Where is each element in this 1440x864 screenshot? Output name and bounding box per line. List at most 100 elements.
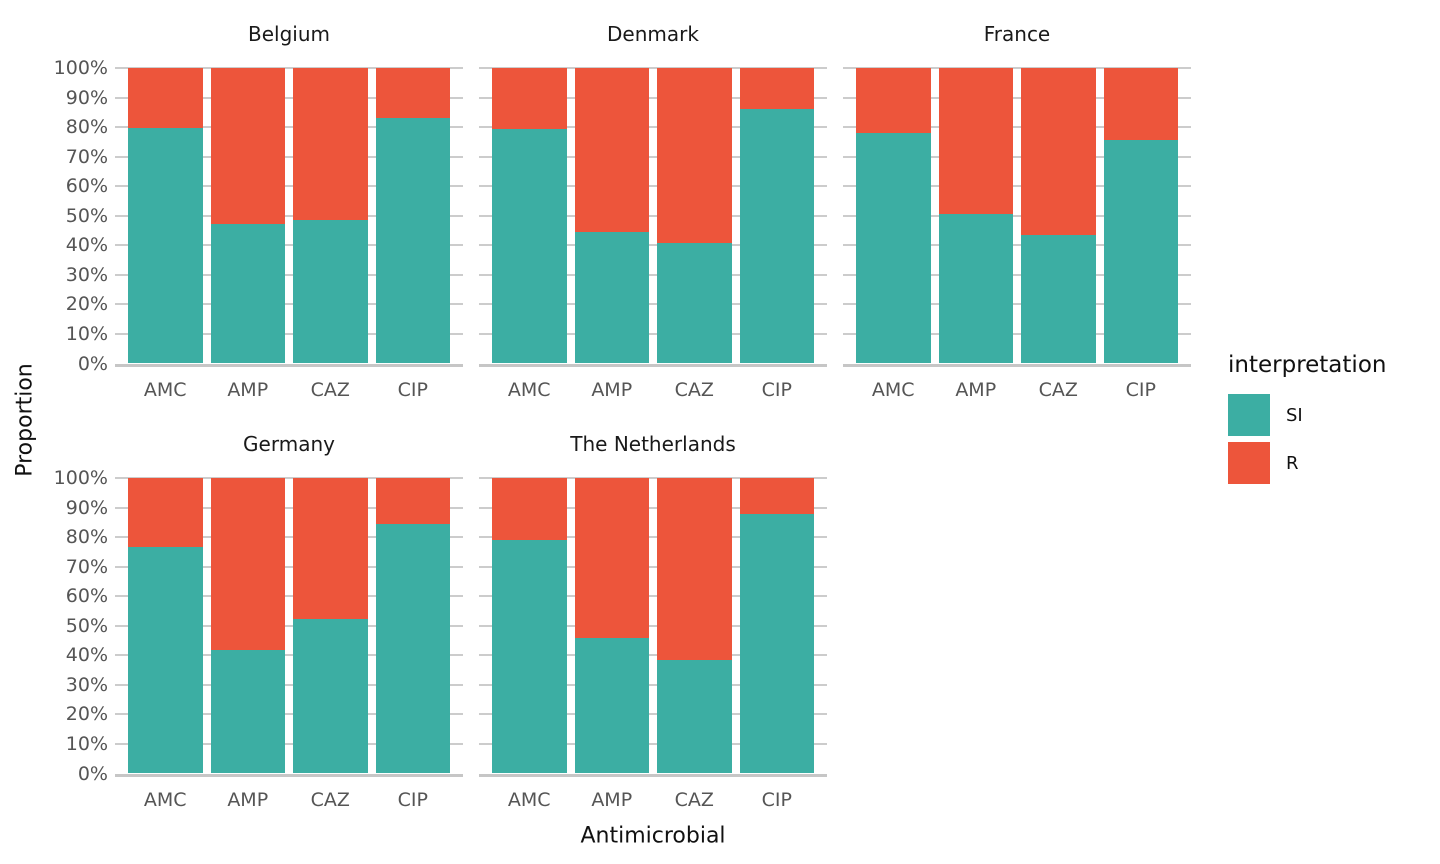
bar-segment-r [375,478,450,524]
gridline [843,67,1191,69]
x-tick-labels: AMC AMP CAZ CIP [479,379,827,401]
bar-segment-si [657,242,732,364]
gridline [479,565,827,568]
y-tick-label: 70% [65,555,108,578]
x-tick-label: CAZ [674,788,714,811]
gridline [115,332,463,335]
bar-denmark-cip [739,68,814,364]
bar-segment-si [293,618,368,774]
bar-segment-r [574,68,649,232]
gridline [479,214,827,217]
bar-segment-si [128,128,203,364]
x-tick-label: CAZ [1038,378,1078,401]
bar-segment-si [375,117,450,364]
bar-belgium-amc [128,68,203,364]
y-tick-label: 60% [65,585,108,608]
bar-belgium-amp [210,68,285,364]
bar-france-caz [1021,68,1096,364]
gridline [843,155,1191,158]
bar-germany-amp [210,478,285,774]
gridline [115,67,463,69]
x-tick-label: CIP [1125,378,1156,401]
bar-segment-r [657,68,732,243]
bar-segment-r [128,478,203,547]
legend-item-r: R [1228,442,1386,484]
bar-germany-caz [293,478,368,774]
gridline [479,244,827,247]
bar-france-cip [1103,68,1178,364]
y-tick-label: 80% [65,526,108,549]
y-tick-label: 90% [65,86,108,109]
bars-group [479,478,827,774]
gridline [479,332,827,335]
legend-item-si: SI [1228,394,1386,436]
bar-segment-si [1021,235,1096,364]
x-tick-labels: AMC AMP CAZ CIP [115,789,463,811]
facet-panel-germany: Germany AMC AMP CAZ CIP [115,432,463,811]
x-tick-label: AMC [507,378,551,401]
x-tick-label: AMC [871,378,915,401]
bars-group [843,68,1191,364]
gridline [843,303,1191,306]
x-tick-labels: AMC AMP CAZ CIP [843,379,1191,401]
bar-the-netherlands-cip [739,478,814,774]
gridline [115,565,463,568]
bar-segment-r [210,68,285,224]
bar-germany-cip [375,478,450,774]
bar-segment-r [1021,68,1096,236]
bar-segment-r [210,478,285,651]
gridline [479,595,827,598]
bar-segment-r [574,478,649,638]
gridline [115,624,463,627]
y-tick-label: 40% [65,644,108,667]
x-tick-label: CIP [397,378,428,401]
y-tick-label: 0% [77,352,108,375]
bar-denmark-amp [574,68,649,364]
x-axis-title: Antimicrobial [580,823,726,849]
bar-segment-si [574,637,649,774]
gridline [843,96,1191,99]
gridline [115,713,463,716]
gridline [479,506,827,509]
bar-segment-si [856,132,931,364]
legend: interpretation SI R [1228,352,1386,490]
x-tick-label: AMP [591,788,633,811]
gridline [479,683,827,686]
x-tick-label: AMP [227,788,269,811]
x-tick-labels: AMC AMP CAZ CIP [115,379,463,401]
facet-title-france: France [983,22,1051,46]
bar-belgium-caz [293,68,368,364]
gridline [843,332,1191,335]
y-tick-label: 30% [65,673,108,696]
x-tick-label: CIP [761,378,792,401]
gridline [115,244,463,247]
gridline [115,654,463,657]
gridline [479,185,827,188]
y-tick-label: 20% [65,293,108,316]
bar-the-netherlands-amc [492,478,567,774]
gridline [843,185,1191,188]
bars-group [115,478,463,774]
facet-panel-denmark: Denmark AMC AMP CAZ CIP [479,22,827,401]
bar-segment-r [492,478,567,541]
facet-title-the-netherlands: The Netherlands [570,432,736,456]
bar-segment-r [293,68,368,221]
y-tick-label: 40% [65,234,108,257]
bars-group [479,68,827,364]
gridline [115,214,463,217]
gridline [115,273,463,276]
bar-segment-si [293,220,368,364]
bar-denmark-caz [657,68,732,364]
bar-france-amp [938,68,1013,364]
x-tick-labels: AMC AMP CAZ CIP [479,789,827,811]
gridline [115,477,463,479]
gridline [843,273,1191,276]
y-axis-title: Proportion [12,363,38,477]
bar-segment-r [1103,68,1178,141]
gridline [115,303,463,306]
y-tick-label: 10% [65,322,108,345]
y-tick-label: 50% [65,614,108,637]
gridline [115,742,463,745]
facet-title-germany: Germany [243,432,335,456]
